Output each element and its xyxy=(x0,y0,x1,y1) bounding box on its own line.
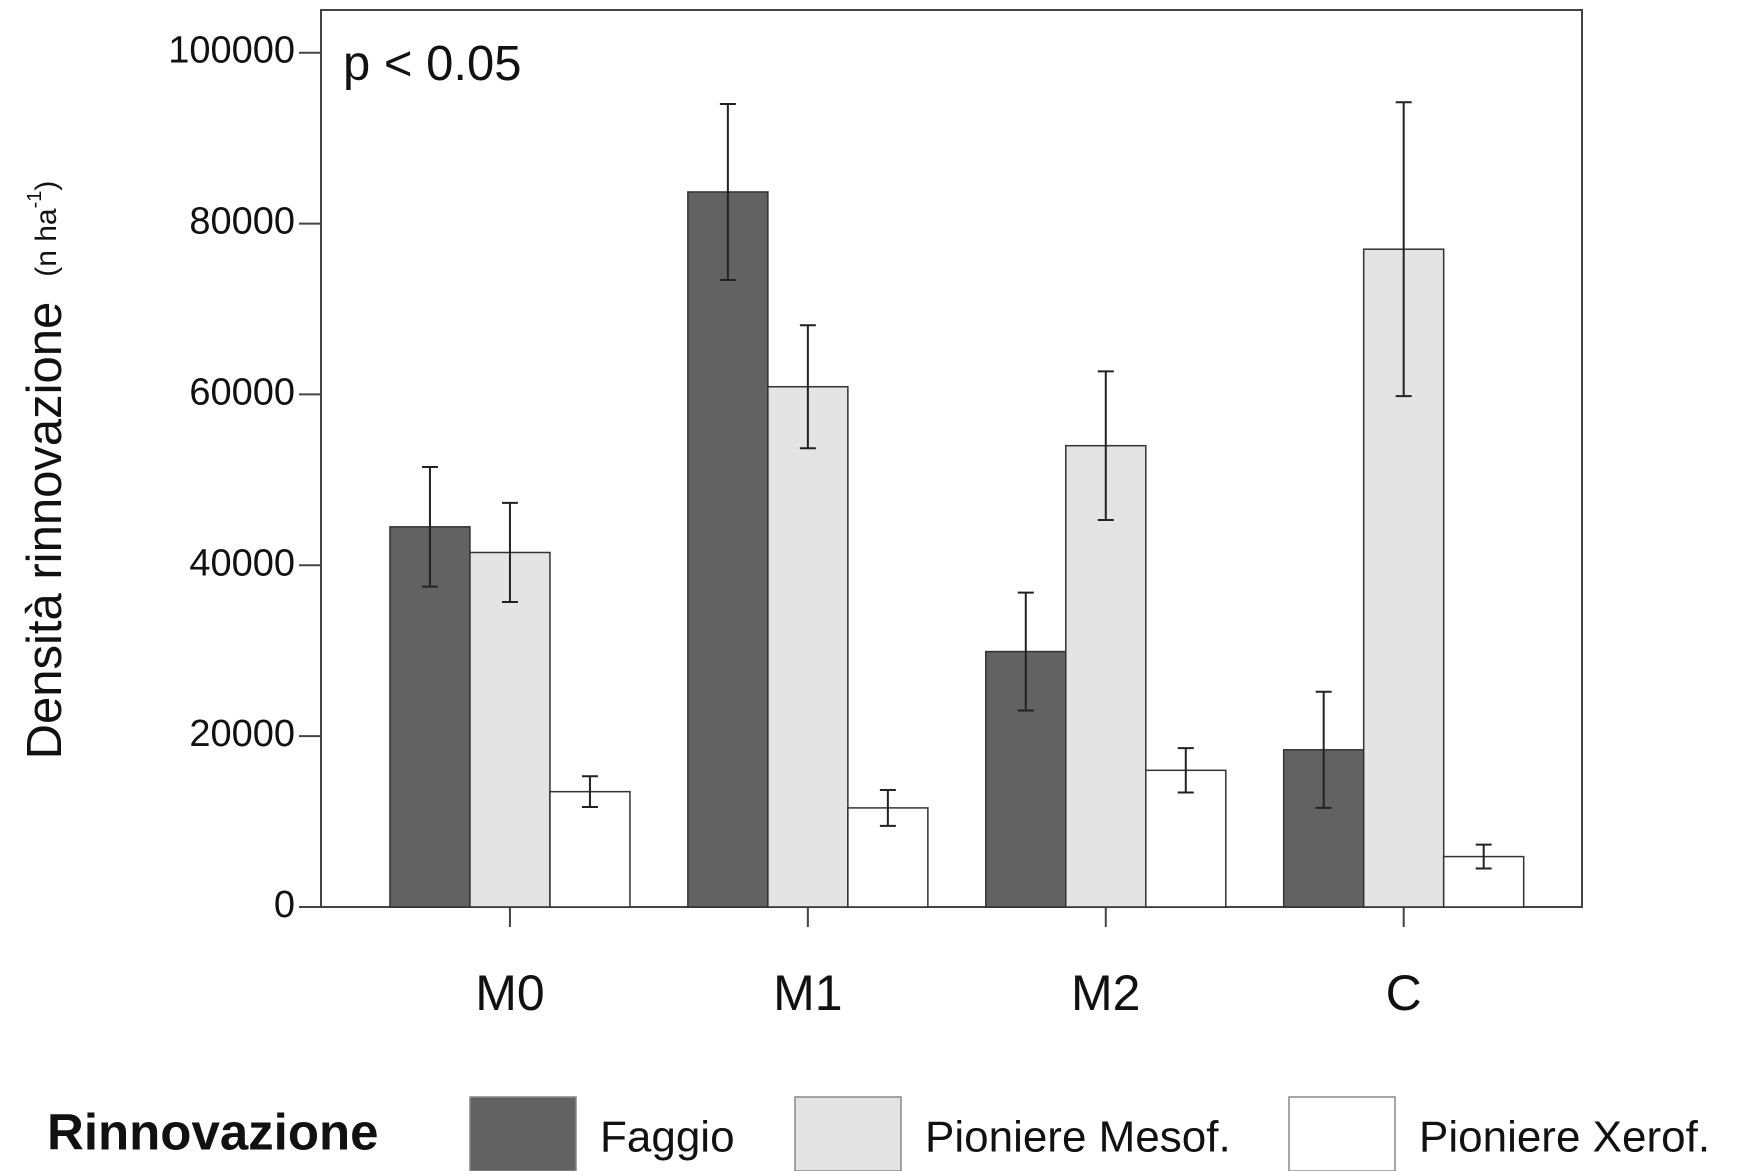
error-bar xyxy=(501,501,518,604)
x-tick-label: C xyxy=(1386,965,1422,1021)
y-tick-label: 0 xyxy=(274,884,295,926)
error-bar xyxy=(421,466,438,588)
error-bar xyxy=(581,775,598,809)
error-bar xyxy=(1017,591,1034,712)
legend-label: Pioniere Xerof. xyxy=(1419,1113,1710,1162)
bar xyxy=(549,790,631,908)
error-bar xyxy=(1177,747,1194,794)
error-bar xyxy=(879,788,896,827)
y-tick-label: 60000 xyxy=(189,371,295,413)
error-bar xyxy=(1475,843,1492,870)
error-bar xyxy=(1315,690,1332,809)
bar xyxy=(767,385,849,908)
y-unit-sup: -1 xyxy=(24,191,46,209)
y-tick-label: 20000 xyxy=(189,713,295,755)
y-tick-label: 100000 xyxy=(168,30,295,72)
y-label-text: Densità rinnovazione xyxy=(18,302,72,760)
legend-label: Pioniere Mesof. xyxy=(925,1113,1231,1162)
bar xyxy=(469,551,551,908)
legend-swatch xyxy=(794,1096,902,1171)
y-tick-label: 40000 xyxy=(189,542,295,584)
y-axis-label: Densità rinnovazione (n ha-1) xyxy=(18,181,72,760)
legend-swatch xyxy=(469,1096,577,1171)
plot-frame xyxy=(320,9,1583,908)
x-tick-label: M0 xyxy=(475,965,544,1021)
error-bar xyxy=(1395,101,1412,398)
y-unit: ) xyxy=(30,181,63,191)
error-bar xyxy=(799,324,816,450)
y-tick-label: 80000 xyxy=(189,201,295,243)
bar xyxy=(1065,444,1147,908)
legend-swatch xyxy=(1288,1096,1396,1171)
bar xyxy=(687,191,769,908)
annotation: p < 0.05 xyxy=(343,37,521,91)
error-bar xyxy=(1097,370,1114,522)
bar xyxy=(389,526,471,908)
error-bar xyxy=(719,102,736,281)
y-unit: (n ha xyxy=(30,208,63,277)
legend-title: Rinnovazione xyxy=(47,1103,379,1160)
x-tick-label: M1 xyxy=(773,965,842,1021)
x-tick-label: M2 xyxy=(1071,965,1140,1021)
legend-label: Faggio xyxy=(600,1113,735,1162)
